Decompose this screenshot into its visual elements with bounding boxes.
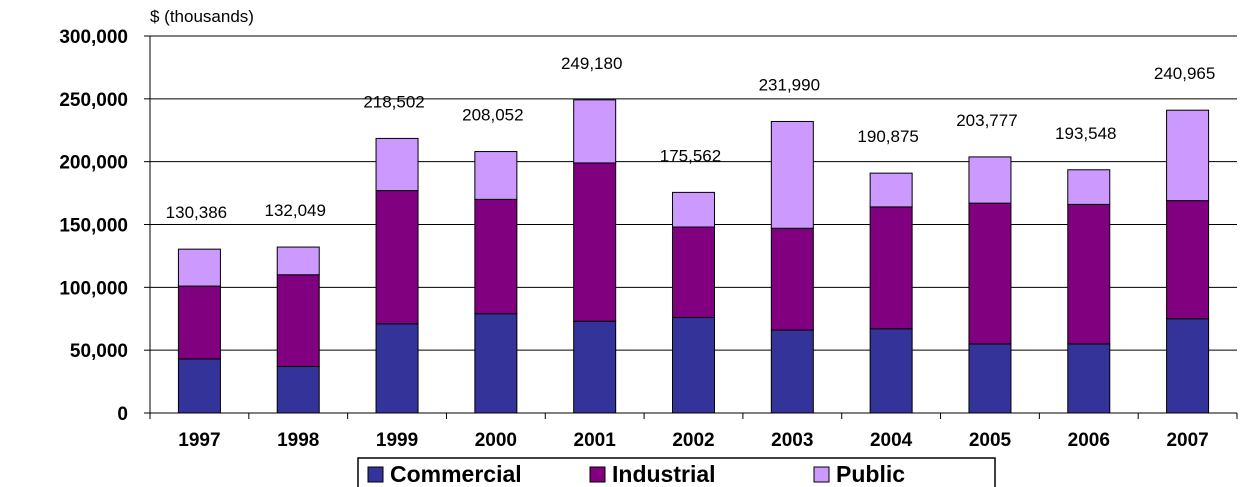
bar-commercial-2004 [869, 328, 913, 414]
bar-commercial-1999 [375, 323, 419, 414]
bar-industrial-2000 [474, 198, 518, 315]
bar-commercial-2007 [1166, 318, 1210, 414]
y-tick-label: 0 [117, 404, 128, 425]
total-label: 240,965 [1154, 64, 1215, 83]
y-axis-label: $ (thousands) [150, 7, 254, 26]
total-label: 175,562 [660, 146, 721, 165]
legend-label-commercial: Commercial [390, 461, 522, 487]
x-tick-labels: 1997 1998 1999 2000 2001 2002 2003 2004 2005 2006… [178, 430, 1208, 451]
legend-label-industrial: Industrial [612, 461, 716, 487]
legend-swatch-public [813, 466, 830, 483]
bar-industrial-2004 [869, 206, 913, 330]
y-tick-label: 250,000 [59, 90, 128, 111]
bar-commercial-2006 [1067, 343, 1111, 414]
legend-swatch-industrial [589, 466, 606, 483]
y-tick-label: 300,000 [59, 27, 128, 48]
bar-commercial-2000 [474, 313, 518, 414]
bar-industrial-2003 [770, 227, 814, 331]
bar-public-2005 [968, 156, 1012, 204]
axes [149, 36, 1237, 414]
bar-public-2006 [1067, 169, 1111, 205]
legend: Commercial Industrial Public [357, 457, 996, 487]
total-label: 190,875 [857, 127, 918, 146]
bar-public-2003 [770, 120, 814, 229]
x-tick-label: 1998 [277, 430, 319, 451]
bars [177, 99, 1210, 414]
x-tick-label: 2007 [1166, 430, 1208, 451]
x-tick-label: 1999 [376, 430, 418, 451]
bar-public-1999 [375, 137, 419, 192]
total-label: 130,386 [166, 203, 227, 222]
bar-industrial-1997 [177, 285, 221, 360]
x-tick-label: 2003 [771, 430, 813, 451]
x-tick-label: 2005 [969, 430, 1012, 451]
total-label: 249,180 [561, 54, 622, 73]
bar-commercial-2002 [672, 316, 715, 414]
bar-public-2001 [573, 99, 617, 164]
x-tick-label: 2000 [475, 430, 517, 451]
x-tick-label: 2002 [672, 430, 714, 451]
bar-industrial-2005 [968, 202, 1012, 345]
legend-label-public: Public [836, 461, 905, 487]
bar-public-1998 [276, 246, 320, 276]
y-tick-labels: 0 50,000 100,000 150,000 200,000 250,000 300,0… [59, 27, 128, 425]
total-label: 132,049 [265, 201, 326, 220]
total-label: 208,052 [462, 106, 523, 125]
total-labels: 130,386 132,049 218,502 208,052 249,180 175,5… [166, 54, 1216, 222]
bar-public-1997 [177, 248, 221, 287]
bar-commercial-1998 [276, 366, 320, 414]
x-tick-label: 2006 [1068, 430, 1110, 451]
bar-commercial-2003 [770, 329, 814, 414]
y-tick-label: 150,000 [59, 216, 128, 237]
total-label: 203,777 [956, 111, 1017, 130]
bar-industrial-1999 [375, 190, 419, 325]
x-tick-label: 2001 [574, 430, 617, 451]
x-tick-label: 2004 [870, 430, 913, 451]
x-tick-label: 1997 [178, 430, 220, 451]
y-tick-label: 100,000 [59, 278, 128, 299]
bar-public-2000 [474, 151, 518, 200]
bar-industrial-2006 [1067, 203, 1111, 345]
bar-public-2004 [869, 172, 913, 208]
legend-swatch-commercial [367, 466, 384, 483]
total-label: 231,990 [759, 75, 820, 94]
bar-public-2002 [672, 191, 715, 228]
total-label: 218,502 [363, 92, 424, 111]
bar-commercial-1997 [177, 358, 221, 414]
bar-commercial-2001 [573, 320, 617, 414]
bar-industrial-2001 [573, 162, 617, 322]
bar-industrial-2002 [672, 226, 715, 318]
legend-box [357, 457, 996, 487]
bar-commercial-2005 [968, 343, 1012, 414]
bar-industrial-1998 [276, 274, 320, 368]
bar-public-2007 [1166, 109, 1210, 202]
y-tick-label: 200,000 [59, 153, 128, 174]
y-tick-label: 50,000 [70, 341, 128, 362]
total-label: 193,548 [1055, 124, 1116, 143]
bar-industrial-2007 [1166, 200, 1210, 320]
